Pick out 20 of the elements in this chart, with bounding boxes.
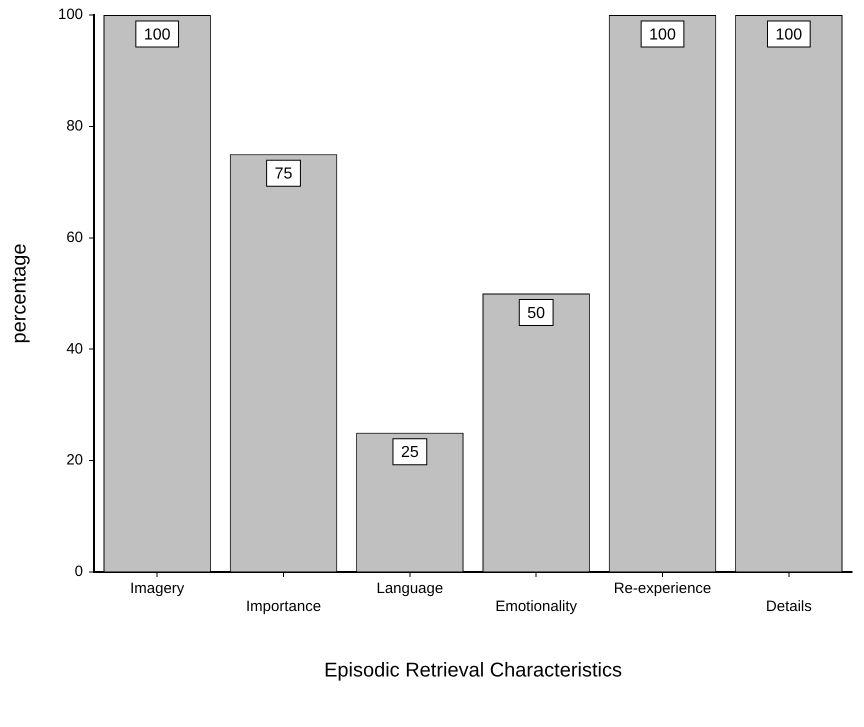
x-tick-label: Re-experience <box>614 580 712 598</box>
y-axis-title: percentage <box>8 243 31 344</box>
data-label: 100 <box>649 26 676 44</box>
x-tick-label: Imagery <box>130 580 185 598</box>
y-tick-label: 0 <box>74 563 84 580</box>
data-label: 25 <box>400 444 419 462</box>
data-label: 100 <box>775 26 802 44</box>
data-label: 50 <box>527 304 546 322</box>
y-tick-label: 100 <box>58 6 84 24</box>
x-tick-label: Emotionality <box>495 598 578 616</box>
y-tick-label: 20 <box>66 452 84 469</box>
y-tick-label: 40 <box>66 340 84 358</box>
x-tick-label: Language <box>376 580 444 598</box>
data-label: 100 <box>144 26 171 44</box>
y-tick-label: 60 <box>66 228 84 246</box>
data-label: 75 <box>274 166 293 183</box>
x-axis-title: Episodic Retrieval Characteristics <box>324 660 622 682</box>
x-tick-label: Importance <box>246 598 322 616</box>
y-tick-label: 80 <box>66 118 84 135</box>
x-tick-label: Details <box>766 598 812 616</box>
